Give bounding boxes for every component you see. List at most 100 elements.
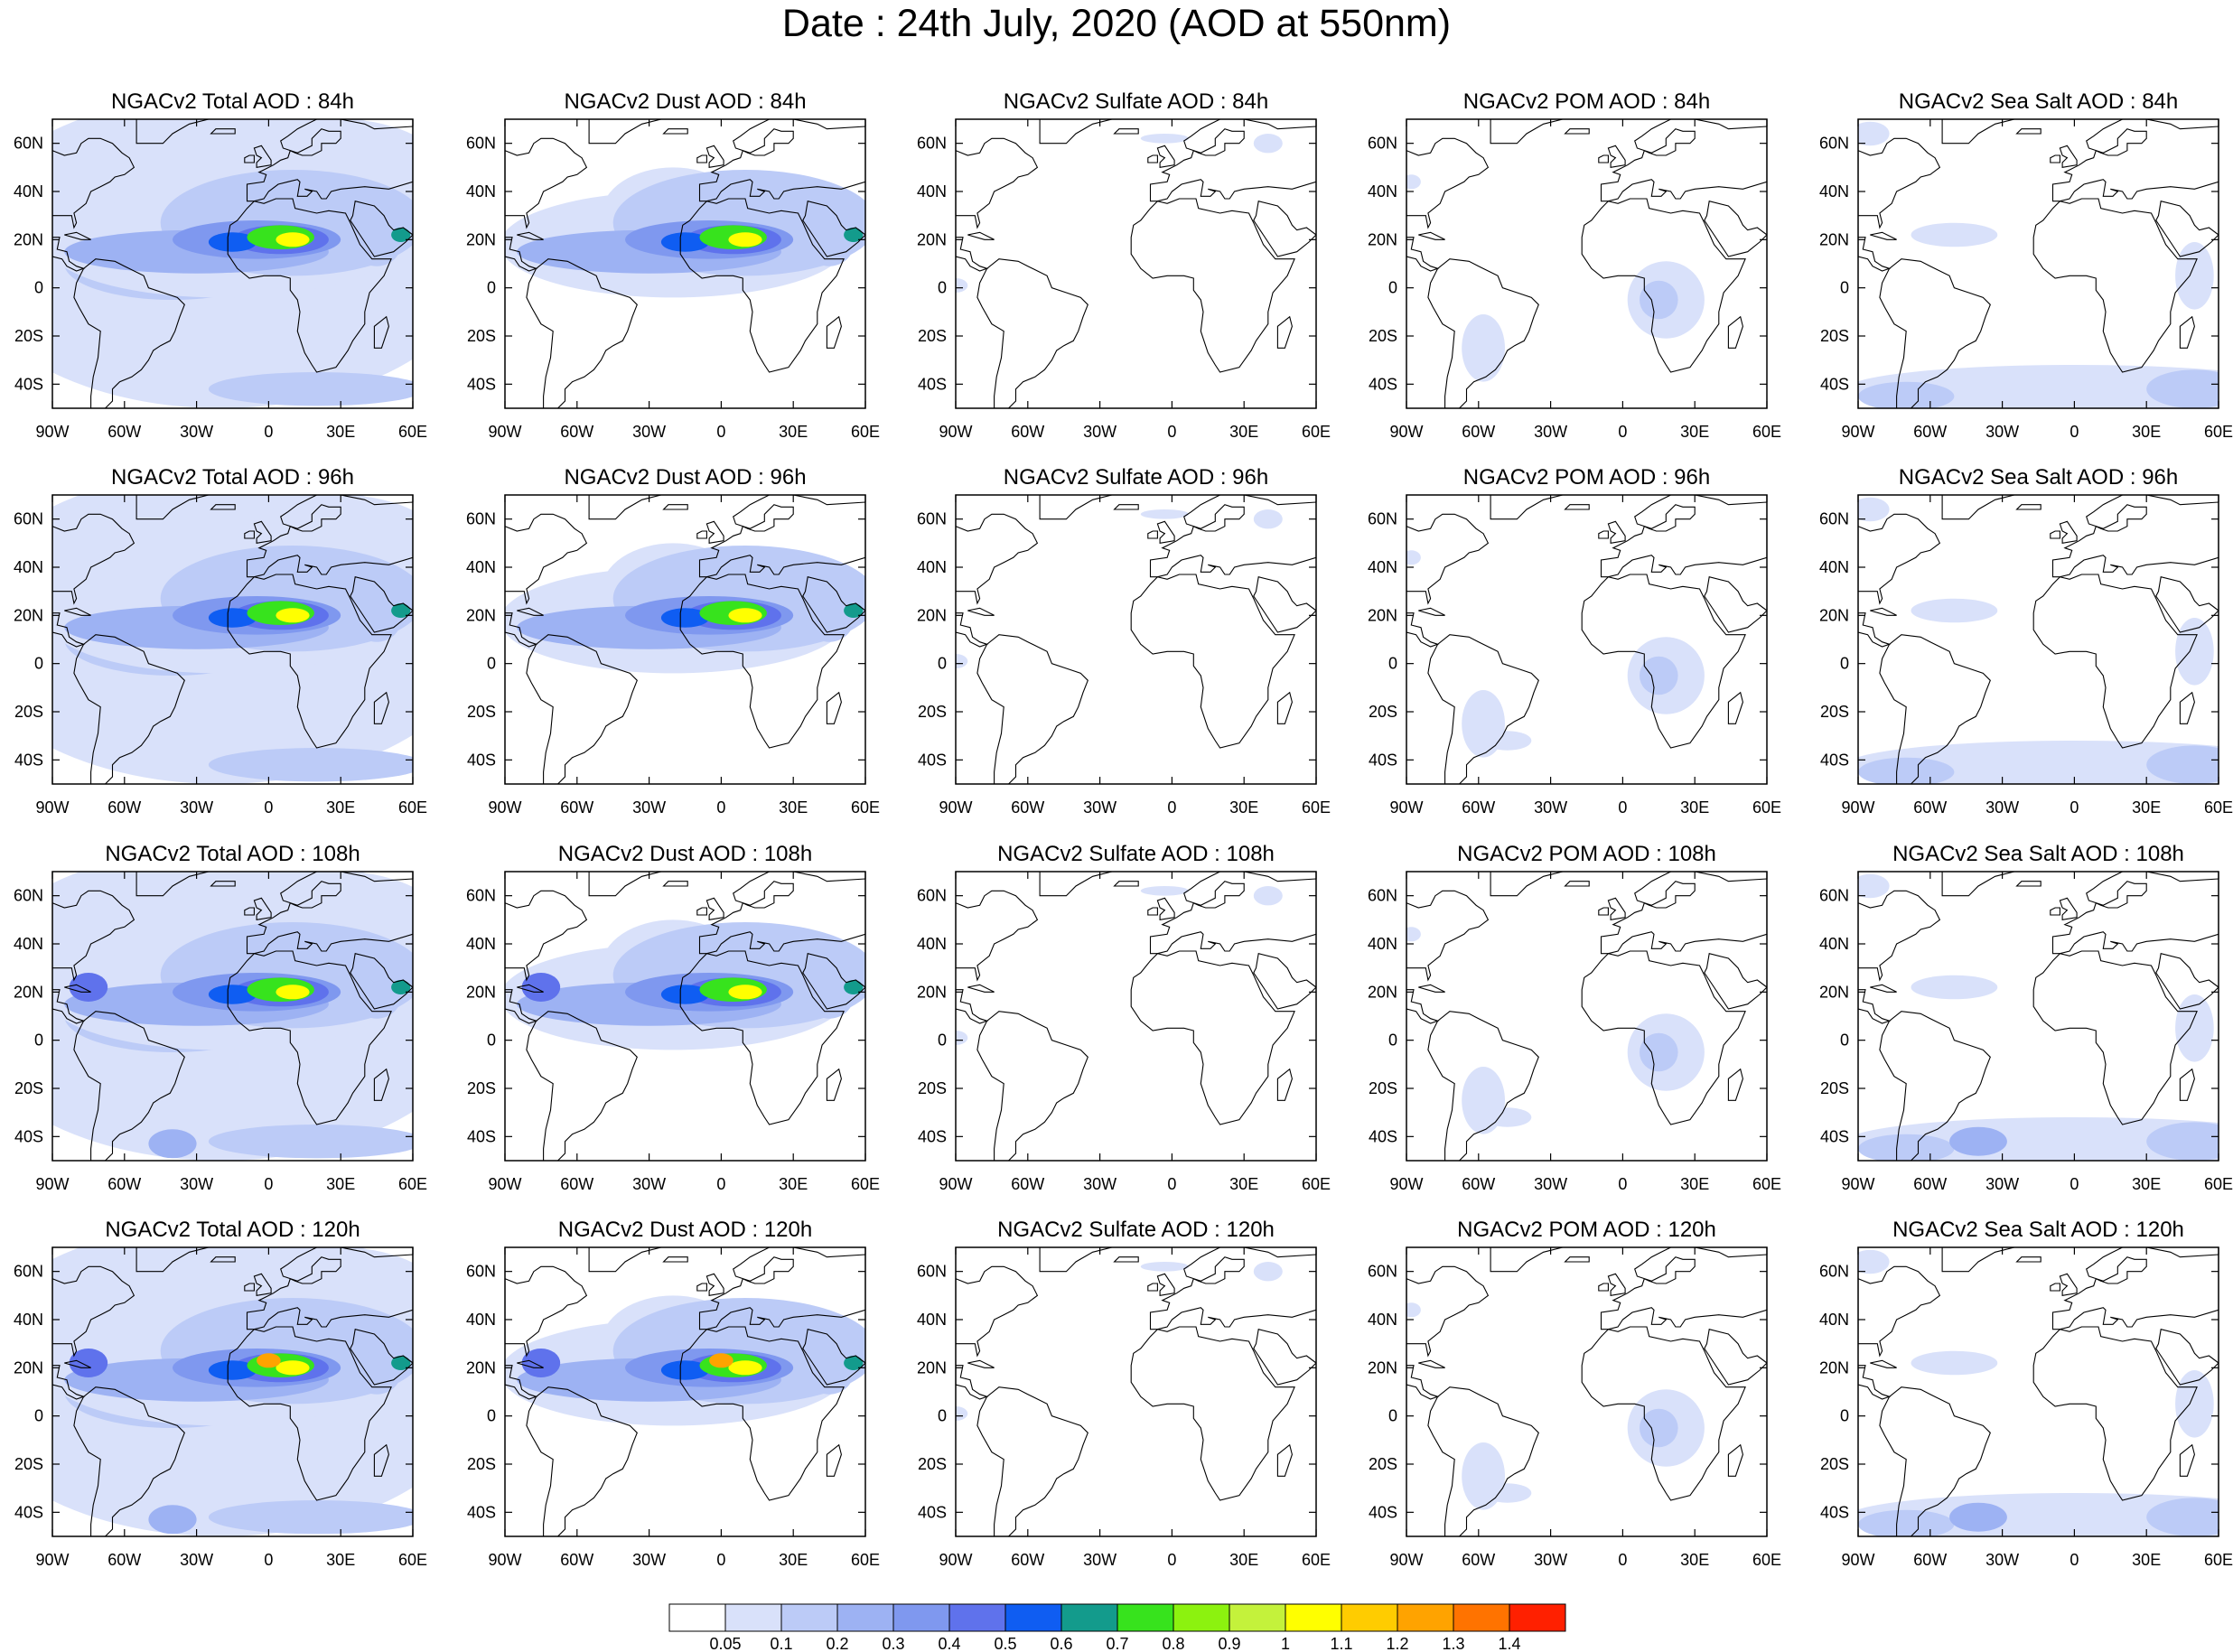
lat-tick-label: 20N: [466, 983, 496, 1001]
ireland-outline: [244, 907, 255, 916]
map-frame: [1857, 1246, 2219, 1537]
cuba-outline: [64, 1359, 91, 1368]
central-america-outline: [956, 612, 989, 648]
lon-tick-label: 0: [1618, 1551, 1627, 1569]
lon-tick-label: 0: [2069, 1551, 2079, 1569]
europe-outline: [1149, 1247, 1316, 1330]
map-panel: NGACv2 Total AOD : 96h 90W 60W 30W 0 30E 60E 60…: [14, 465, 427, 817]
lat-tick-label: 20N: [917, 1358, 947, 1377]
map-frame: [51, 1246, 414, 1537]
central-america-outline: [956, 989, 989, 1024]
lat-tick-label: 20S: [14, 327, 43, 345]
europe-outline: [698, 872, 865, 955]
coastlines: [505, 1247, 865, 1536]
lat-tick-label: 0: [1388, 655, 1397, 673]
lat-tick-label: 40S: [1820, 375, 1849, 393]
aod-shading: [1640, 1032, 1678, 1072]
aod-shading: [805, 1350, 854, 1395]
map-area: [505, 119, 865, 408]
lon-tick-label: 30E: [1680, 1175, 1709, 1193]
north-america-outline: [1858, 513, 1941, 605]
aod-shading: [956, 278, 968, 293]
arabia-outline: [350, 576, 413, 633]
map-frame: [1406, 871, 1768, 1162]
south-america-outline: [1427, 1386, 1539, 1536]
aod-shading: [660, 1360, 710, 1380]
panel-title: NGACv2 Sulfate AOD : 96h: [1004, 465, 1268, 490]
aod-shading: [805, 222, 854, 266]
map-area: [1406, 1247, 1767, 1536]
panel-title: NGACv2 Total AOD : 108h: [105, 842, 360, 866]
aod-shading: [276, 232, 310, 247]
great-britain-outline: [705, 520, 724, 544]
aod-shading: [1949, 1126, 2007, 1156]
aod-shading: [709, 1353, 733, 1368]
aod-shading: [844, 1356, 864, 1370]
lat-tick-label: 20S: [918, 703, 947, 721]
coastlines: [956, 495, 1316, 784]
north-america-outline: [1406, 890, 1490, 982]
aod-shading: [728, 232, 762, 247]
lon-tick-label: 90W: [35, 798, 69, 817]
aod-shading: [148, 1129, 197, 1159]
south-america-outline: [976, 258, 1088, 408]
map-background: [956, 872, 1316, 1161]
map-area: [1858, 872, 2219, 1161]
africa-outline: [2032, 198, 2198, 373]
north-america-outline: [52, 513, 135, 605]
north-america-outline: [505, 890, 588, 982]
aod-shading: [352, 222, 401, 266]
lat-tick-label: 40N: [1368, 182, 1397, 201]
lon-tick-label: 30E: [1229, 423, 1258, 441]
iceland-outline: [1113, 1256, 1139, 1263]
colorbar-label: 0.6: [1050, 1635, 1072, 1652]
colorbar-label: 0.5: [994, 1635, 1016, 1652]
map-area: [1858, 1247, 2219, 1536]
aod-shading: [1911, 222, 1998, 247]
madagascar-outline: [1727, 691, 1743, 724]
lat-tick-label: 40N: [1368, 558, 1397, 576]
ireland-outline: [696, 154, 707, 163]
africa-outline: [1581, 198, 1746, 373]
madagascar-outline: [1727, 1068, 1743, 1101]
lon-tick-label: 90W: [1841, 1551, 1874, 1569]
lat-tick-label: 20N: [14, 983, 43, 1001]
aod-field: [1406, 550, 1705, 758]
colorbar-label: 0.05: [709, 1635, 741, 1652]
ireland-outline: [244, 1283, 255, 1292]
lat-tick-label: 20N: [466, 230, 496, 248]
europe-outline: [246, 1247, 413, 1330]
aod-field: [1406, 927, 1705, 1134]
map-panel: NGACv2 POM AOD : 84h 90W 60W 30W 0 30E 60E 60N 4…: [1368, 89, 1781, 441]
africa-outline: [1130, 198, 1295, 373]
lat-tick-label: 20N: [466, 1358, 496, 1377]
lon-tick-label: 60W: [107, 423, 141, 441]
cuba-outline: [64, 984, 91, 993]
lon-tick-label: 30W: [1985, 423, 2019, 441]
lon-tick-label: 60E: [2204, 423, 2233, 441]
aod-shading: [956, 654, 968, 668]
aod-shading: [69, 1349, 108, 1377]
madagascar-outline: [826, 1068, 842, 1101]
central-america-outline: [52, 237, 86, 272]
europe-outline: [1149, 872, 1316, 955]
iceland-outline: [1564, 1256, 1590, 1263]
iceland-outline: [1564, 881, 1590, 887]
map-panel: NGACv2 Sulfate AOD : 84h 90W 60W 30W 0 30E 60E…: [917, 89, 1331, 441]
coastlines: [52, 119, 413, 408]
lat-tick-label: 40N: [917, 182, 947, 201]
panel-title: NGACv2 Sulfate AOD : 120h: [997, 1218, 1275, 1242]
central-america-outline: [1406, 989, 1440, 1024]
lon-tick-label: 60W: [1913, 1551, 1947, 1569]
lon-tick-label: 90W: [1389, 423, 1423, 441]
coastlines: [1858, 119, 2219, 408]
greenland-outline: [1490, 495, 1564, 520]
lat-tick-label: 40S: [467, 375, 496, 393]
aod-shading: [728, 985, 762, 1000]
lon-tick-label: 90W: [939, 1551, 972, 1569]
aod-shading: [1140, 886, 1189, 896]
madagascar-outline: [2179, 691, 2195, 724]
lat-tick-label: 40N: [917, 1311, 947, 1329]
map-frame: [1406, 494, 1768, 785]
map-panel: NGACv2 Sulfate AOD : 108h 90W 60W 30W 0 30E 60…: [917, 842, 1331, 1193]
